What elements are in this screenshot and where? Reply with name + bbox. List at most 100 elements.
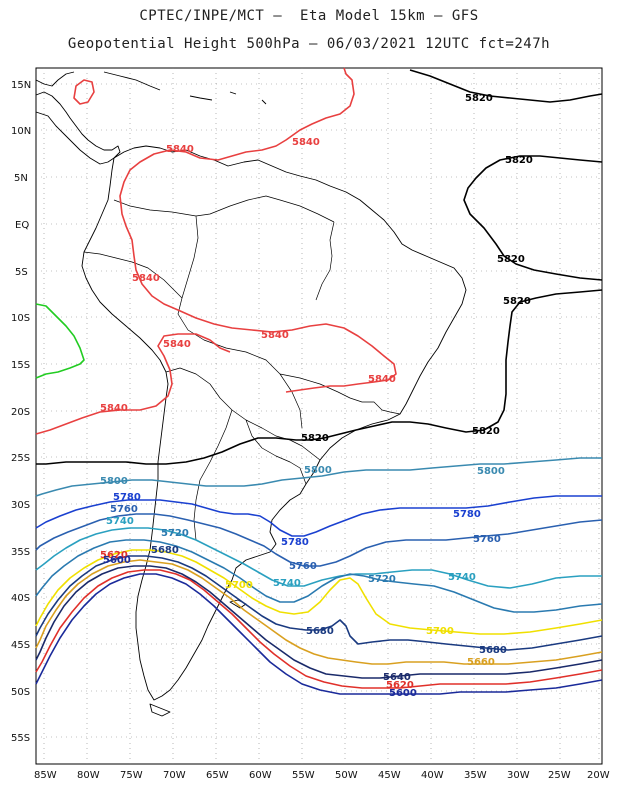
- contour-label: 5820: [465, 93, 493, 104]
- contour-label: 5680: [479, 645, 507, 656]
- contour-5840-west: [35, 333, 231, 435]
- lat-label: EQ: [15, 220, 29, 231]
- contour-5720: [35, 539, 603, 613]
- contour-label: 5620: [100, 550, 128, 561]
- lat-label: 55S: [11, 733, 30, 744]
- contour-5600: [35, 573, 603, 695]
- contour-label: 5820: [472, 426, 500, 437]
- contour-5680: [35, 555, 603, 651]
- contour-5840-loop: [73, 79, 95, 105]
- contour-5780: [35, 495, 602, 537]
- lon-label: 35W: [464, 770, 487, 781]
- contour-label: 5780: [113, 492, 141, 503]
- cuba-island: [103, 71, 161, 91]
- contour-label: 5760: [289, 561, 317, 572]
- contour-label: 5840: [163, 339, 191, 350]
- lon-label: 85W: [34, 770, 57, 781]
- contour-label: 5700: [426, 626, 454, 637]
- contour-5740: [35, 527, 602, 589]
- contour-label: 5840: [292, 137, 320, 148]
- gridlines: [36, 68, 602, 764]
- contour-5820-north: [409, 69, 603, 103]
- lon-label: 45W: [378, 770, 401, 781]
- contour-label: 5660: [467, 657, 495, 668]
- contour-5700: [35, 549, 603, 635]
- lat-label: 50S: [11, 687, 30, 698]
- lon-label: 40W: [421, 770, 444, 781]
- contour-label: 5800: [304, 465, 332, 476]
- contour-5820-mid: [463, 155, 603, 281]
- lat-axis-labels: 15N 10N 5N EQ 5S 10S 15S 20S 25S 30S 35S…: [11, 80, 31, 744]
- lat-label: 15S: [11, 360, 30, 371]
- lat-label: 40S: [11, 593, 30, 604]
- lon-label: 65W: [206, 770, 229, 781]
- contour-5860: [35, 303, 85, 379]
- contour-5840-north: [119, 67, 397, 393]
- lat-label: 10N: [11, 126, 31, 137]
- contour-lines: [35, 67, 603, 695]
- tierra-del-fuego: [149, 703, 171, 717]
- lon-label: 25W: [548, 770, 571, 781]
- country-borders: [83, 195, 401, 541]
- lon-label: 20W: [587, 770, 610, 781]
- lon-label: 75W: [120, 770, 143, 781]
- contour-label: 5600: [389, 688, 417, 699]
- chart-title: CPTEC/INPE/MCT – Eta Model 15km – GFS: [139, 8, 479, 24]
- contour-label: 5740: [448, 572, 476, 583]
- chart-subtitle: Geopotential Height 500hPa – 06/03/2021 …: [67, 36, 551, 52]
- lat-label: 35S: [11, 547, 30, 558]
- lat-label: 20S: [11, 407, 30, 418]
- contour-label: 5760: [110, 504, 138, 515]
- contour-label: 5820: [503, 296, 531, 307]
- lat-label: 10S: [11, 313, 30, 324]
- contour-label: 5740: [106, 516, 134, 527]
- lat-label: 30S: [11, 500, 30, 511]
- lat-label: 15N: [11, 80, 31, 91]
- contour-labels: 5820 5820 5820 5820 5820 5820 5840 5840 …: [100, 93, 533, 699]
- lon-label: 55W: [292, 770, 315, 781]
- lon-label: 30W: [507, 770, 530, 781]
- lon-label: 70W: [163, 770, 186, 781]
- contour-5760: [35, 513, 603, 567]
- yucatan-coast: [35, 71, 75, 87]
- contour-label: 5640: [383, 672, 411, 683]
- contour-label: 5720: [368, 574, 396, 585]
- contour-label: 5760: [473, 534, 501, 545]
- contour-5800: [35, 457, 602, 497]
- lon-label: 80W: [77, 770, 100, 781]
- contour-label: 5700: [225, 580, 253, 591]
- contour-label: 5800: [100, 476, 128, 487]
- contour-label: 5840: [132, 273, 160, 284]
- caribbean-islands: [189, 91, 267, 105]
- contour-label: 5740: [273, 578, 301, 589]
- contour-label: 5820: [301, 433, 329, 444]
- lat-label: 5S: [15, 267, 28, 278]
- coastlines: [35, 71, 467, 717]
- lat-label: 45S: [11, 640, 30, 651]
- contour-label: 5620: [386, 680, 414, 691]
- lat-label: 5N: [14, 173, 28, 184]
- central-america-coast: [35, 91, 121, 159]
- contour-5640: [35, 565, 603, 679]
- contour-label: 5840: [166, 144, 194, 155]
- contour-label: 5840: [261, 330, 289, 341]
- contour-label: 5840: [368, 374, 396, 385]
- lon-axis-labels: 85W 80W 75W 70W 65W 60W 55W 50W 45W 40W …: [34, 770, 610, 781]
- contour-label: 5820: [497, 254, 525, 265]
- contour-label: 5820: [505, 155, 533, 166]
- contour-label: 5840: [100, 403, 128, 414]
- contour-label: 5800: [477, 466, 505, 477]
- central-america-coast-north: [35, 111, 115, 165]
- contour-label: 5680: [151, 545, 179, 556]
- lon-label: 60W: [249, 770, 272, 781]
- contour-label: 5680: [306, 626, 334, 637]
- map-frame: [35, 67, 603, 765]
- contour-label: 5780: [281, 537, 309, 548]
- contour-5820-south: [36, 289, 603, 465]
- lon-label: 50W: [335, 770, 358, 781]
- south-america-coast: [81, 145, 467, 701]
- contour-5620: [35, 569, 603, 689]
- lat-label: 25S: [11, 453, 30, 464]
- contour-label: 5780: [453, 509, 481, 520]
